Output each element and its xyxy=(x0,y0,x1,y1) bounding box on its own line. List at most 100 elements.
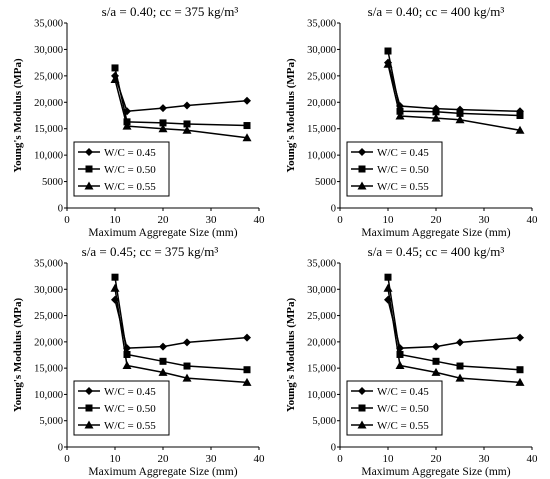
data-point xyxy=(158,124,168,133)
data-point xyxy=(159,342,167,351)
y-tick-label: 20,000 xyxy=(34,337,63,348)
data-point xyxy=(432,108,440,116)
legend-label: W/C = 0.50 xyxy=(377,403,429,415)
data-point xyxy=(243,122,251,130)
legend: W/C = 0.45 W/C = 0.50 W/C = 0.55 xyxy=(73,380,170,436)
legend-label: W/C = 0.45 xyxy=(377,147,429,159)
legend-label: W/C = 0.50 xyxy=(377,164,429,176)
data-point xyxy=(123,350,131,358)
data-point xyxy=(243,366,251,374)
data-point xyxy=(396,107,404,115)
series-3 xyxy=(383,283,525,386)
data-point xyxy=(242,133,252,142)
y-tick-label: 35,000 xyxy=(34,19,63,30)
data-point xyxy=(122,121,132,130)
data-point xyxy=(183,362,191,370)
legend-marker xyxy=(85,387,93,395)
series-3 xyxy=(383,59,525,134)
legend-label: W/C = 0.45 xyxy=(377,386,429,398)
legend-marker xyxy=(85,165,93,173)
data-point xyxy=(243,333,251,342)
chart-title: s/a = 0.40; cc = 375 kg/m³ xyxy=(102,4,239,19)
x-axis-label: Maximum Aggregate Size (mm) xyxy=(88,466,237,478)
data-point xyxy=(159,104,167,113)
data-point xyxy=(516,112,524,119)
data-point xyxy=(111,273,119,281)
data-point xyxy=(159,357,167,365)
x-tick-label: 40 xyxy=(527,214,539,226)
series-1 xyxy=(111,295,251,353)
x-tick-label: 10 xyxy=(383,214,395,226)
series-1 xyxy=(384,58,524,116)
series-2 xyxy=(384,273,524,374)
x-tick-label: 20 xyxy=(431,214,443,226)
x-tick-label: 0 xyxy=(337,453,343,465)
data-point xyxy=(183,120,191,128)
x-tick-label: 30 xyxy=(479,214,491,226)
chart-panel-4: s/a = 0.45; cc = 400 kg/m³ 0 5,000 10,000 15… xyxy=(285,244,538,478)
y-tick-label: 10,000 xyxy=(34,151,63,162)
y-tick-label: 15,000 xyxy=(34,124,63,135)
legend-label: W/C = 0.55 xyxy=(104,181,156,193)
chart-panel-1: s/a = 0.40; cc = 375 kg/m³ 0 5000 10,000 15,… xyxy=(12,4,265,239)
data-point xyxy=(431,367,441,376)
data-point xyxy=(384,47,392,55)
x-tick-label: 20 xyxy=(431,453,443,465)
data-point xyxy=(158,367,168,376)
data-point xyxy=(455,373,465,382)
data-point xyxy=(110,75,120,84)
legend: W/C = 0.45 W/C = 0.50 W/C = 0.55 xyxy=(346,380,443,436)
y-tick-label: 25,000 xyxy=(307,311,336,322)
x-axis-label: Maximum Aggregate Size (mm) xyxy=(88,227,237,239)
y-tick-label: 5,000 xyxy=(39,416,63,427)
data-point xyxy=(183,101,191,110)
y-tick-label: 35,000 xyxy=(34,259,63,270)
data-point xyxy=(456,338,464,347)
y-tick-label: 20,000 xyxy=(34,98,63,109)
x-tick-label: 0 xyxy=(337,214,343,226)
x-axis-label: Maximum Aggregate Size (mm) xyxy=(361,466,510,478)
y-tick-label: 10,000 xyxy=(34,390,63,401)
y-tick-label: 30,000 xyxy=(307,285,336,296)
y-tick-label: 35,000 xyxy=(307,259,336,270)
x-axis-label: Maximum Aggregate Size (mm) xyxy=(361,227,510,239)
legend-label: W/C = 0.50 xyxy=(104,403,156,415)
data-point xyxy=(431,113,441,122)
x-tick-label: 20 xyxy=(158,214,170,226)
x-tick-label: 40 xyxy=(254,453,266,465)
legend: W/C = 0.45 W/C = 0.50 W/C = 0.55 xyxy=(346,141,443,197)
series-3 xyxy=(110,283,252,386)
x-tick-label: 0 xyxy=(64,453,70,465)
y-tick-label: 0 xyxy=(58,204,63,215)
data-point xyxy=(456,109,464,117)
data-point xyxy=(515,377,525,386)
series-line xyxy=(114,67,248,127)
data-point xyxy=(183,338,191,347)
y-tick-label: 25,000 xyxy=(34,311,63,322)
y-tick-label: 15,000 xyxy=(307,364,336,375)
y-tick-label: 20,000 xyxy=(307,98,336,109)
x-tick-label: 0 xyxy=(64,214,70,226)
data-point xyxy=(182,125,192,134)
series-2 xyxy=(384,47,524,119)
legend-label: W/C = 0.55 xyxy=(104,420,156,432)
y-tick-label: 25,000 xyxy=(307,71,336,82)
x-tick-label: 20 xyxy=(158,453,170,465)
y-tick-label: 0 xyxy=(331,204,336,215)
x-tick-label: 40 xyxy=(527,453,539,465)
series-3 xyxy=(110,75,252,142)
data-point xyxy=(242,377,252,386)
y-tick-label: 30,000 xyxy=(307,45,336,56)
chart-panel-2: s/a = 0.40; cc = 400 kg/m³ 0 5000 10,000 15,… xyxy=(285,4,538,239)
series-2 xyxy=(111,64,251,130)
data-point xyxy=(456,362,464,370)
legend-marker xyxy=(358,148,366,156)
data-point xyxy=(159,119,167,127)
series-line xyxy=(387,64,521,132)
series-1 xyxy=(111,71,251,116)
data-point xyxy=(182,373,192,382)
y-tick-label: 10,000 xyxy=(307,390,336,401)
y-tick-label: 15,000 xyxy=(307,124,336,135)
y-tick-label: 20,000 xyxy=(307,337,336,348)
